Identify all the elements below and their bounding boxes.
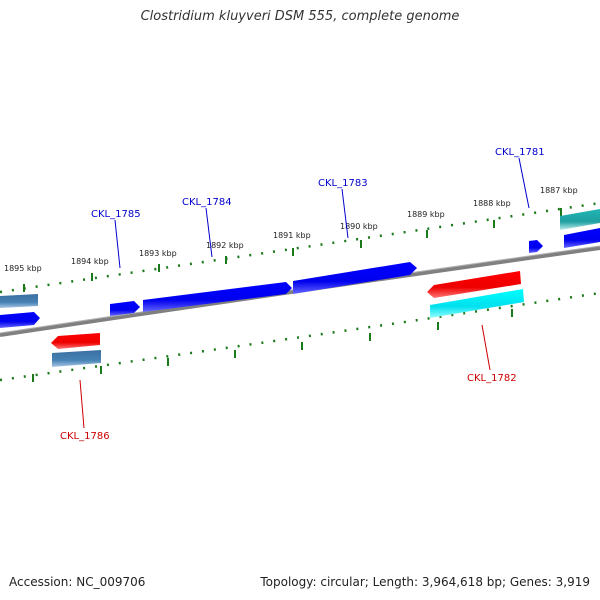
gene-arrow-steelblue-left (0, 294, 38, 308)
gene-arrow-ckl-1785 (110, 301, 140, 316)
leader-line-ckl-1785 (114, 219, 121, 269)
gene-label-ckl-1786: CKL_1786 (60, 431, 110, 442)
leader-line-ckl-1781 (518, 157, 530, 209)
gene-arrow-cyan-lower (430, 289, 524, 318)
gene-arrow-ckl-1786 (51, 333, 100, 349)
scale-label: 1888 kbp (473, 199, 511, 208)
gene-label-ckl-1781: CKL_1781 (495, 147, 545, 158)
map-title: Clostridium kluyveri DSM 555, complete g… (140, 9, 460, 24)
topology-label: Topology: circular; Length: 3,964,618 bp… (260, 575, 590, 589)
gene-arrow-forward-left (0, 312, 40, 328)
scale-label: 1893 kbp (139, 249, 177, 258)
gene-arrow-ckl-1781 (529, 240, 543, 253)
gene-arrow-ckl-1784 (143, 282, 292, 312)
scale-label: 1895 kbp (4, 264, 42, 273)
scale-label: 1892 kbp (206, 241, 244, 250)
scale-ring-inner (0, 291, 600, 382)
scale-label: 1887 kbp (540, 186, 578, 195)
gene-arrow-forward-right (564, 228, 600, 248)
gene-arrow-ckl-1782 (427, 271, 521, 298)
accession-label: Accession: NC_009706 (9, 575, 146, 589)
leader-line-ckl-1784 (205, 207, 213, 258)
gene-label-ckl-1784: CKL_1784 (182, 197, 232, 208)
scale-ring-outer (0, 201, 600, 294)
gene-arrow-ckl-1783 (293, 262, 417, 294)
gene-arrow-cyan-right (560, 209, 600, 230)
gene-label-ckl-1782: CKL_1782 (467, 373, 517, 384)
scale-label: 1890 kbp (340, 222, 378, 231)
scale-label: 1894 kbp (71, 257, 109, 266)
gene-label-ckl-1783: CKL_1783 (318, 178, 368, 189)
leader-line-ckl-1782 (481, 324, 491, 371)
scale-label: 1889 kbp (407, 210, 445, 219)
leader-line-ckl-1786 (79, 379, 85, 429)
gene-arrow-steelblue-lower (52, 350, 101, 367)
scale-major-ticks (23, 208, 562, 292)
leader-line-ckl-1783 (341, 188, 349, 239)
scale-label: 1891 kbp (273, 231, 311, 240)
scale-major-ticks-inner (32, 309, 513, 382)
gene-label-ckl-1785: CKL_1785 (91, 209, 141, 220)
